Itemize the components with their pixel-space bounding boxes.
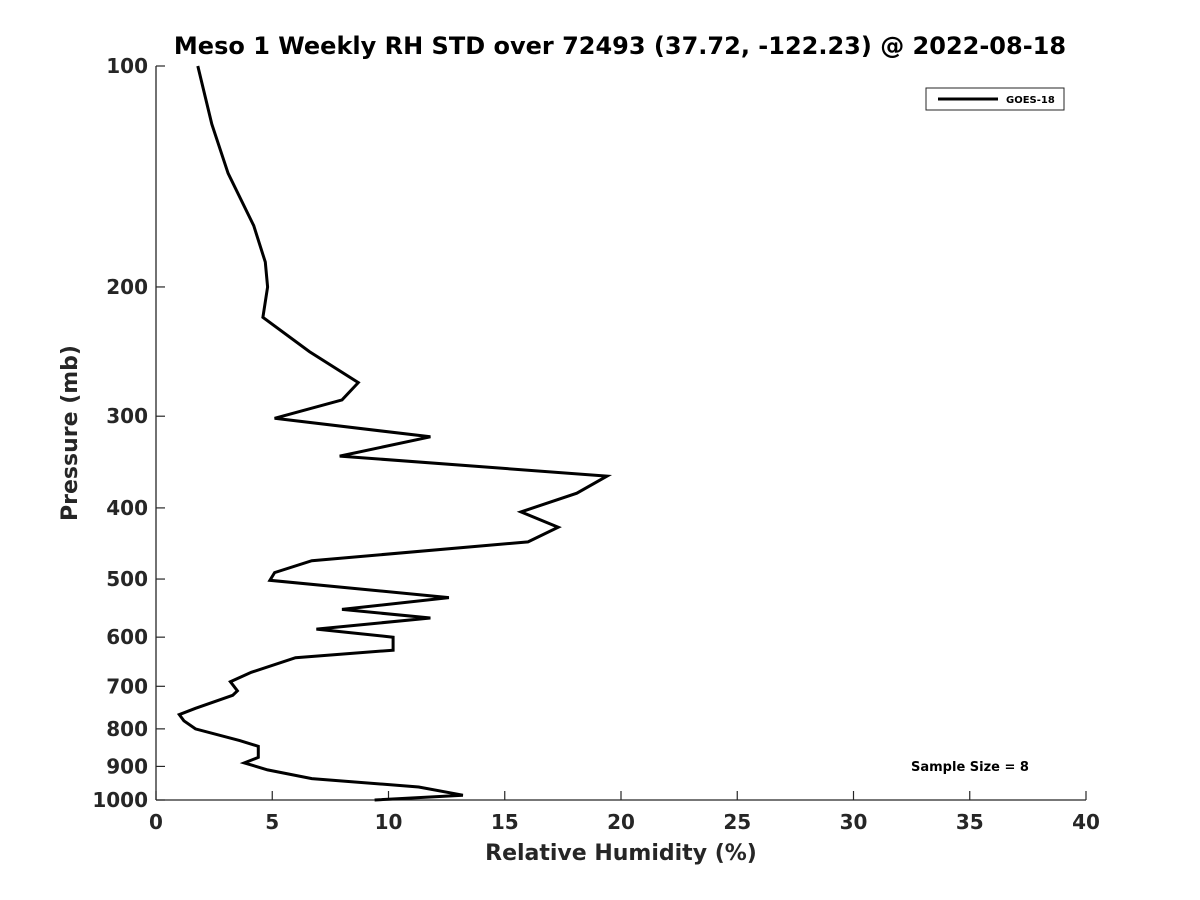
y-tick-label: 800 — [106, 717, 148, 741]
x-tick-label: 15 — [491, 810, 519, 834]
sample-size-annotation: Sample Size = 8 — [911, 760, 1029, 775]
y-tick-label: 200 — [106, 275, 148, 299]
y-tick-label: 600 — [106, 625, 148, 649]
chart-title: Meso 1 Weekly RH STD over 72493 (37.72, … — [174, 32, 1066, 60]
y-axis-label: Pressure (mb) — [58, 345, 83, 521]
legend: GOES-18 — [925, 87, 1065, 111]
y-ticks: 100 200 300 400 500 600 700 800 900 1000 — [92, 54, 165, 812]
x-tick-label: 40 — [1072, 810, 1100, 834]
y-tick-label: 300 — [106, 404, 148, 428]
x-tick-label: 0 — [149, 810, 163, 834]
x-tick-label: 20 — [607, 810, 635, 834]
x-ticks: 0 5 10 15 20 25 30 35 40 — [149, 791, 1100, 834]
series-line-goes-18 — [176, 65, 613, 802]
y-tick-label: 400 — [106, 496, 148, 520]
series-layer — [176, 65, 613, 802]
x-tick-label: 5 — [265, 810, 279, 834]
plot-area: 0 5 10 15 20 25 30 35 40 100 200 300 400 500 600 700 80… — [92, 54, 1100, 834]
x-tick-label: 10 — [375, 810, 403, 834]
x-tick-label: 30 — [840, 810, 868, 834]
y-tick-label: 500 — [106, 567, 148, 591]
x-tick-label: 35 — [956, 810, 984, 834]
legend-label-goes-18: GOES-18 — [1006, 95, 1055, 106]
x-axis-label: Relative Humidity (%) — [485, 841, 757, 866]
y-tick-label: 1000 — [92, 788, 148, 812]
x-tick-label: 25 — [723, 810, 751, 834]
y-tick-label: 700 — [106, 674, 148, 698]
y-tick-label: 900 — [106, 754, 148, 778]
y-tick-label: 100 — [106, 54, 148, 78]
